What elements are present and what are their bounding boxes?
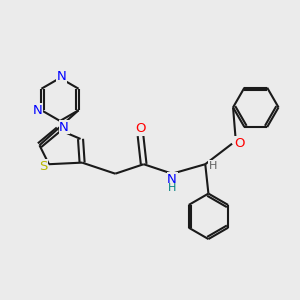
Text: S: S: [39, 160, 47, 173]
Text: O: O: [135, 122, 146, 135]
Text: N: N: [59, 121, 69, 134]
Text: O: O: [234, 136, 244, 150]
Text: H: H: [209, 161, 217, 171]
Text: H: H: [168, 183, 176, 193]
Text: N: N: [57, 70, 67, 83]
Text: N: N: [167, 173, 177, 186]
Text: N: N: [33, 104, 43, 117]
